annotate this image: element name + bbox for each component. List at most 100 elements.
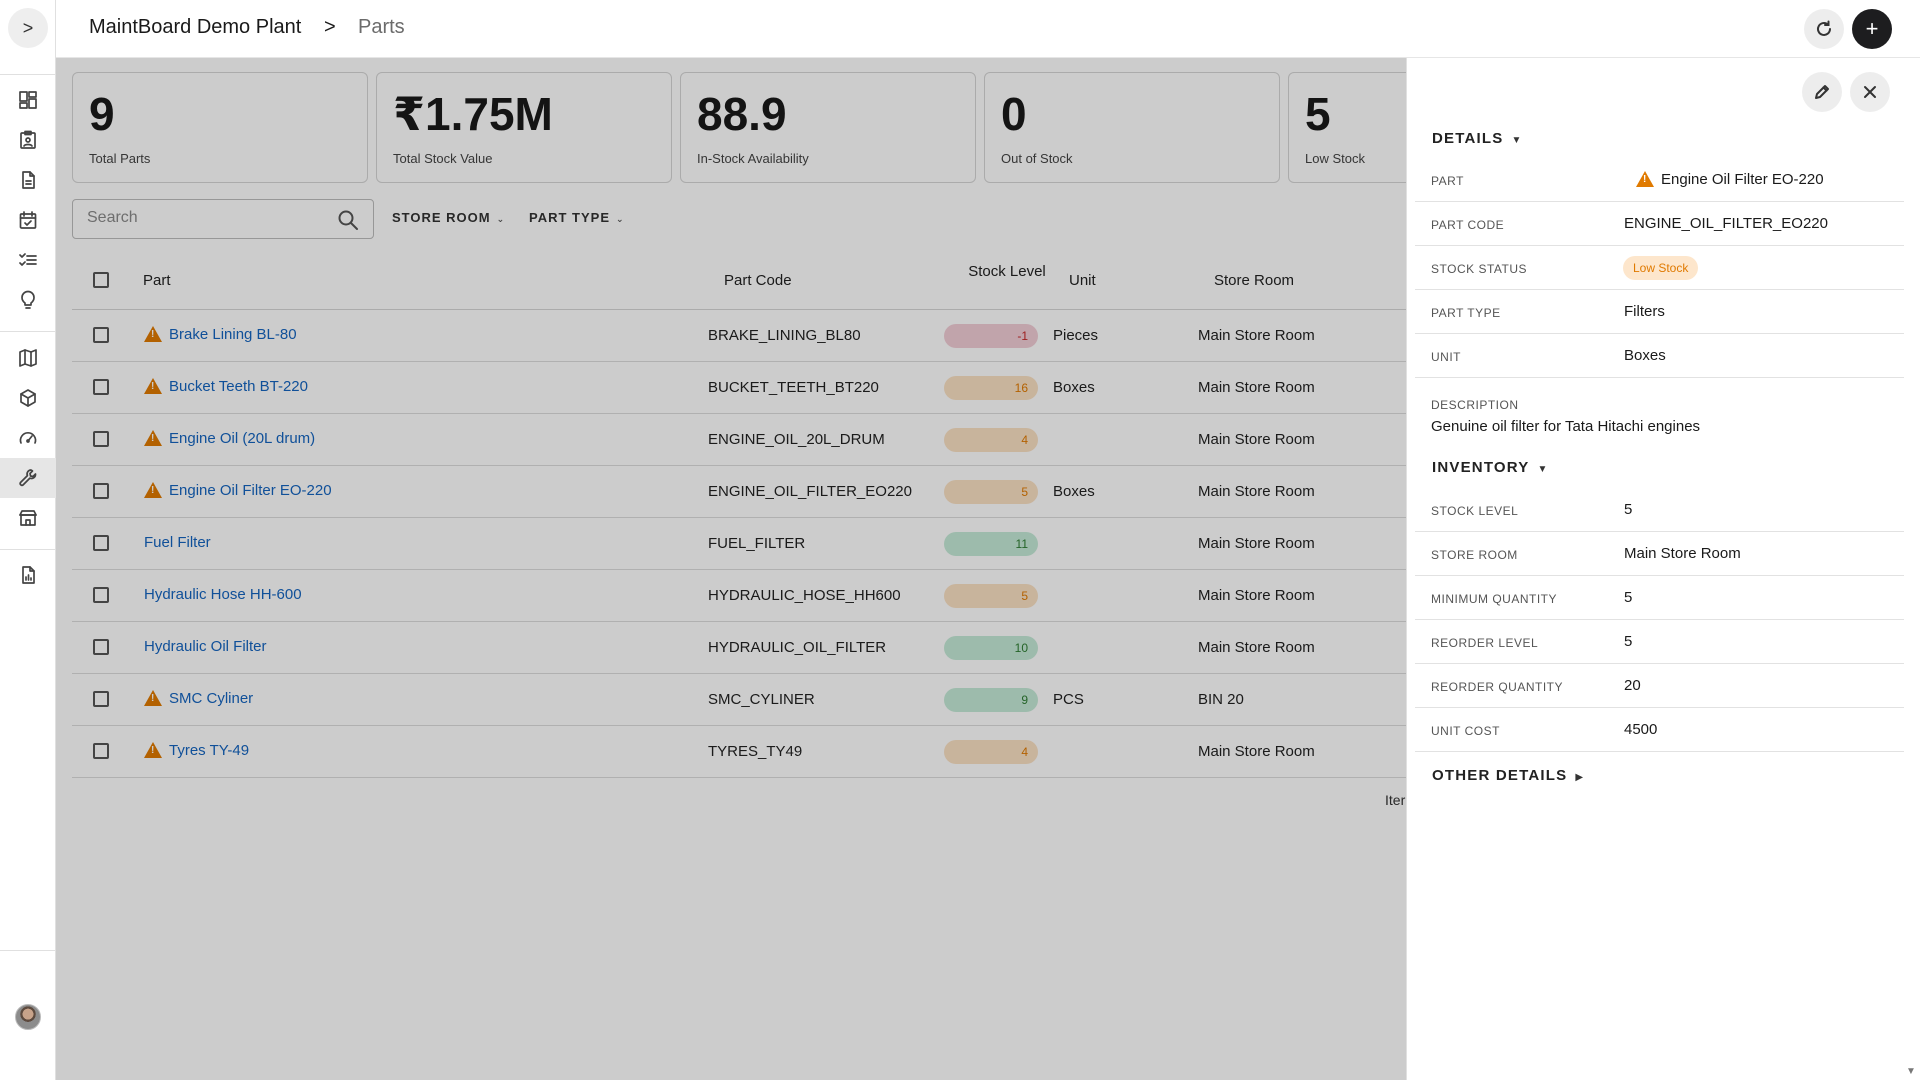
- detail-value-description: Genuine oil filter for Tata Hitachi engi…: [1431, 418, 1701, 435]
- nav-item-meters[interactable]: [0, 418, 56, 458]
- table-row[interactable]: Tyres TY-49 TYRES_TY49 4 Main Store Room: [72, 726, 1408, 778]
- detail-value: 5: [1624, 589, 1633, 606]
- nav-item-requests[interactable]: [0, 160, 56, 200]
- add-part-button[interactable]: +: [1852, 9, 1892, 49]
- inventory-row: REORDER LEVEL 5: [1415, 620, 1905, 664]
- nav-item-ideas[interactable]: [0, 280, 56, 320]
- store-room-filter[interactable]: STORE ROOM ⌄: [392, 210, 505, 225]
- table-row[interactable]: Engine Oil (20L drum) ENGINE_OIL_20L_DRUM…: [72, 414, 1408, 466]
- nav-item-locations[interactable]: [0, 338, 56, 378]
- wrench-icon: [19, 469, 37, 487]
- stat-value: 88.9: [697, 88, 787, 140]
- detail-key: UNIT: [1431, 350, 1461, 364]
- table-row[interactable]: Hydraulic Oil Filter HYDRAULIC_OIL_FILTER…: [72, 622, 1408, 674]
- column-part-code[interactable]: Part Code: [724, 272, 792, 289]
- part-name-link[interactable]: Fuel Filter: [144, 534, 211, 551]
- select-all-checkbox[interactable]: [93, 272, 109, 288]
- nav-item-parts[interactable]: [0, 458, 56, 498]
- part-name-link[interactable]: Bucket Teeth BT-220: [169, 378, 308, 395]
- store-room: Main Store Room: [1198, 743, 1315, 760]
- chevron-down-icon: ⌄: [496, 214, 506, 224]
- stat-label: Low Stock: [1305, 151, 1365, 166]
- part-name-link[interactable]: Brake Lining BL-80: [169, 326, 297, 343]
- detail-value: 4500: [1624, 721, 1658, 738]
- part-name-link[interactable]: Engine Oil (20L drum): [169, 430, 316, 447]
- section-title: OTHER DETAILS: [1432, 767, 1568, 784]
- part-code: TYRES_TY49: [708, 743, 803, 760]
- nav-item-work-orders[interactable]: [0, 120, 56, 160]
- part-type-filter[interactable]: PART TYPE ⌄: [529, 210, 625, 225]
- table-row[interactable]: Engine Oil Filter EO-220 ENGINE_OIL_FILTE…: [72, 466, 1408, 518]
- warning-icon: [144, 326, 162, 342]
- row-checkbox[interactable]: [93, 327, 109, 343]
- stock-level-badge: 10: [944, 636, 1038, 660]
- nav-item-reports[interactable]: [0, 555, 56, 595]
- inventory-section-toggle[interactable]: INVENTORY ▼: [1432, 459, 1549, 476]
- column-store-room[interactable]: Store Room: [1214, 272, 1295, 289]
- row-checkbox[interactable]: [93, 691, 109, 707]
- table-row[interactable]: Bucket Teeth BT-220 BUCKET_TEETH_BT220 16 B…: [72, 362, 1408, 414]
- chevron-right-icon: >: [324, 16, 336, 38]
- nav-item-schedule[interactable]: [0, 200, 56, 240]
- inventory-row: REORDER QUANTITY 20: [1415, 664, 1905, 708]
- detail-value: Boxes: [1624, 347, 1666, 364]
- filter-label: PART TYPE: [529, 210, 610, 225]
- part-name-link[interactable]: Engine Oil Filter EO-220: [169, 482, 332, 499]
- scrollbar[interactable]: [1904, 58, 1920, 1080]
- details-section-toggle[interactable]: DETAILS ▼: [1432, 130, 1523, 147]
- expand-nav-button[interactable]: >: [8, 8, 48, 48]
- table-row[interactable]: SMC Cyliner SMC_CYLINER 9 PCS BIN 20: [72, 674, 1408, 726]
- column-part[interactable]: Part: [143, 272, 171, 289]
- row-checkbox[interactable]: [93, 431, 109, 447]
- scroll-down-icon[interactable]: ▼: [1906, 1066, 1916, 1077]
- nav-item-checklists[interactable]: [0, 240, 56, 280]
- caret-down-icon: ▼: [1537, 464, 1549, 475]
- warning-icon: [144, 742, 162, 758]
- stat-value: 0: [1001, 88, 1027, 140]
- part-code: BUCKET_TEETH_BT220: [708, 379, 879, 396]
- part-name-link[interactable]: SMC Cyliner: [169, 690, 254, 707]
- refresh-button[interactable]: [1804, 9, 1844, 49]
- row-checkbox[interactable]: [93, 639, 109, 655]
- search-icon[interactable]: [337, 209, 359, 231]
- detail-key: PART CODE: [1431, 218, 1505, 232]
- warning-icon: [144, 378, 162, 394]
- column-unit[interactable]: Unit: [1069, 272, 1096, 289]
- part-name-link[interactable]: Tyres TY-49: [169, 742, 250, 759]
- warning-icon: [144, 690, 162, 706]
- report-icon: [22, 566, 35, 584]
- part-code: ENGINE_OIL_20L_DRUM: [708, 431, 885, 448]
- other-details-section-toggle[interactable]: OTHER DETAILS ▶: [1432, 767, 1584, 784]
- stock-level-badge: 11: [944, 532, 1038, 556]
- row-checkbox[interactable]: [93, 535, 109, 551]
- breadcrumb-plant[interactable]: MaintBoard Demo Plant: [89, 16, 302, 38]
- table-row[interactable]: Hydraulic Hose HH-600 HYDRAULIC_HOSE_HH60…: [72, 570, 1408, 622]
- nav-item-vendors[interactable]: [0, 498, 56, 538]
- nav-item-assets[interactable]: [0, 378, 56, 418]
- chevron-down-icon: ⌄: [616, 214, 625, 224]
- row-checkbox[interactable]: [93, 379, 109, 395]
- part-name-link[interactable]: Hydraulic Oil Filter: [144, 638, 267, 655]
- nav-item-dashboard[interactable]: [0, 80, 56, 120]
- nav-divider: [0, 74, 56, 75]
- close-panel-button[interactable]: [1850, 72, 1890, 112]
- table-row[interactable]: Fuel Filter FUEL_FILTER 11 Main Store Room: [72, 518, 1408, 570]
- row-checkbox[interactable]: [93, 587, 109, 603]
- row-checkbox[interactable]: [93, 483, 109, 499]
- nav-divider: [0, 331, 56, 332]
- part-code: FUEL_FILTER: [708, 535, 806, 552]
- inventory-row: UNIT COST 4500: [1415, 708, 1905, 752]
- part-code: HYDRAULIC_OIL_FILTER: [708, 639, 887, 656]
- part-name-link[interactable]: Hydraulic Hose HH-600: [144, 586, 302, 603]
- stat-card-availability: 88.9 In-Stock Availability: [680, 72, 976, 183]
- store-room: Main Store Room: [1198, 431, 1315, 448]
- detail-row-part: PART Engine Oil Filter EO-220: [1415, 158, 1905, 202]
- user-avatar[interactable]: [15, 1004, 41, 1030]
- detail-row-stock-status: STOCK STATUS Low Stock: [1415, 246, 1905, 290]
- row-checkbox[interactable]: [93, 743, 109, 759]
- stat-label: Out of Stock: [1001, 151, 1073, 166]
- table-row[interactable]: Brake Lining BL-80 BRAKE_LINING_BL80 -1 Pie…: [72, 310, 1408, 362]
- column-stock-level[interactable]: Stock Level: [968, 263, 1046, 280]
- edit-button[interactable]: [1802, 72, 1842, 112]
- search-input[interactable]: [87, 209, 327, 227]
